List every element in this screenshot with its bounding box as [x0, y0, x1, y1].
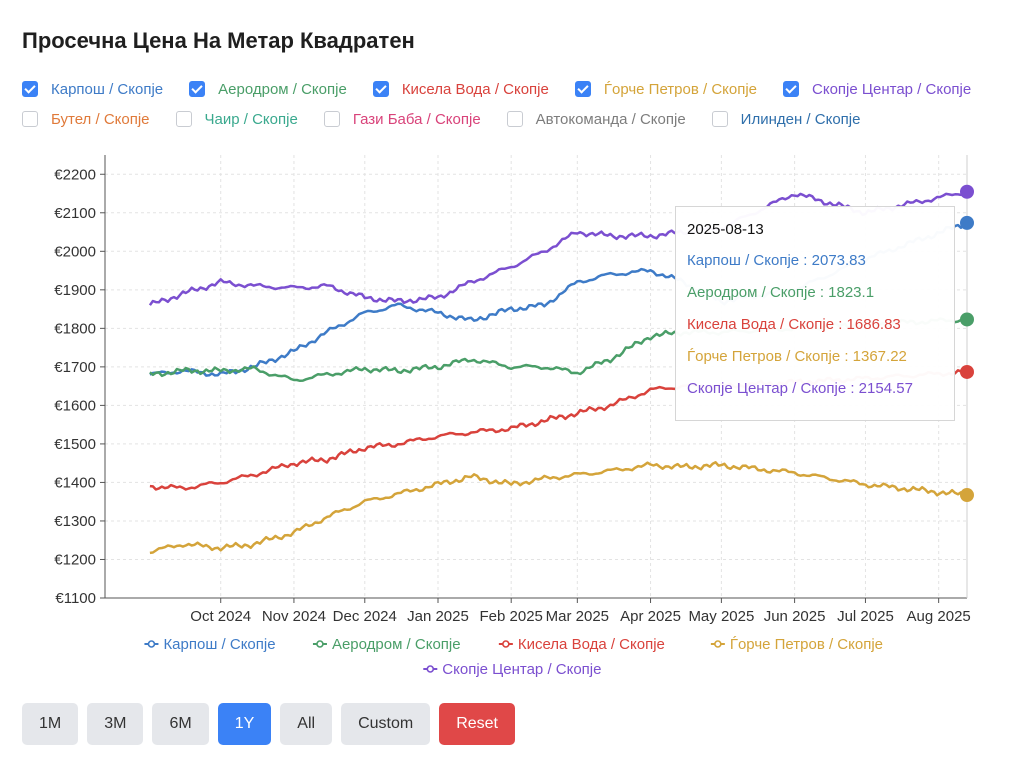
hover-point [960, 364, 974, 379]
y-tick-label: €2000 [54, 243, 96, 260]
legend-item[interactable]: Карпош / Скопје [144, 636, 276, 653]
y-tick-label: €1700 [54, 359, 96, 376]
filter-label: Ѓорче Петров / Скопје [603, 80, 758, 98]
x-tick-label: Dec 2024 [333, 608, 397, 625]
filter-item[interactable]: Чаир / Скопје [175, 110, 298, 128]
range-button-6m[interactable]: 6M [152, 703, 209, 745]
range-button-all[interactable]: All [280, 703, 333, 745]
x-tick-label: Jun 2025 [764, 608, 826, 625]
tooltip-date: 2025-08-13 [687, 221, 764, 238]
filter-item[interactable]: Кисела Вода / Скопје [372, 80, 549, 98]
filter-item[interactable]: Карпош / Скопје [22, 81, 163, 98]
filter-label: Илинден / Скопје [740, 110, 861, 128]
y-tick-label: €1400 [54, 474, 96, 491]
filter-label: Карпош / Скопје [51, 80, 164, 98]
page-title: Просечна Цена На Метар Квадратен [22, 28, 415, 53]
tooltip-value-line: Карпош / Скопје : 2073.83 [687, 252, 866, 269]
hover-point [960, 312, 974, 327]
price-line-chart: €1100 €1200 €1300 €1400 €1500 €1600 €1700 €1800… [54, 155, 974, 678]
tooltip-value-line: Аеродром / Скопје : 1823.1 [687, 284, 875, 301]
series-line [148, 190, 967, 306]
tooltip-value-line: Ѓорче Петров / Скопје : 1367.22 [687, 348, 907, 365]
x-tick-label: Feb 2025 [480, 608, 543, 625]
legend-item[interactable]: Кисела Вода / Скопје [498, 636, 665, 653]
tooltip-value-line: Скопје Центар / Скопје : 2154.57 [687, 380, 913, 397]
filter-checkbox[interactable] [189, 81, 206, 97]
legend-item[interactable]: Ѓорче Петров / Скопје [710, 636, 883, 653]
legend-item[interactable]: Аеродром / Скопје [312, 636, 461, 653]
legend-label: Кисела Вода / Скопје [518, 636, 665, 653]
chart-tooltip: 2025-08-13 Карпош / Скопје : 2073.83 Аеро… [675, 206, 955, 421]
y-tick-label: €1300 [54, 513, 96, 530]
range-buttons: 1M 3M 6M 1Y All Custom Reset [22, 703, 515, 745]
filter-checkbox[interactable] [323, 111, 340, 127]
range-button-1m[interactable]: 1M [22, 703, 79, 745]
legend-label: Скопје Центар / Скопје [442, 661, 601, 678]
filter-row: Бутел / Скопје Чаир / Скопје Гази Баба / С… [22, 104, 1012, 134]
filter-item[interactable]: Ѓорче Петров / Скопје [574, 80, 758, 98]
y-tick-label: €2100 [54, 205, 96, 222]
filter-checkbox[interactable] [372, 81, 389, 97]
filter-label: Чаир / Скопје [204, 110, 298, 128]
filter-checkbox[interactable] [711, 111, 728, 127]
chart-legend: Карпош / Скопје Аеродром / Скопје Кисела В… [144, 636, 883, 678]
legend-marker [147, 640, 156, 648]
filter-label: Гази Баба / Скопје [352, 110, 481, 128]
x-tick-label: Jan 2025 [407, 608, 469, 625]
filter-checkbox[interactable] [574, 81, 591, 97]
legend-marker [502, 640, 510, 648]
filter-checkbox[interactable] [175, 111, 192, 127]
filter-item[interactable]: Гази Баба / Скопје [323, 110, 481, 128]
filter-label: Аеродром / Скопје [218, 80, 347, 98]
tooltip-value-line: Кисела Вода / Скопје : 1686.83 [687, 316, 901, 333]
x-tick-label: Apr 2025 [620, 608, 681, 625]
range-button-custom[interactable]: Custom [341, 703, 431, 745]
filter-label: Автокоманда / Скопје [535, 110, 686, 128]
x-tick-label: Jul 2025 [837, 608, 894, 625]
legend-marker [426, 665, 435, 673]
filter-checkbox[interactable] [22, 81, 38, 97]
x-tick-label: Mar 2025 [546, 608, 609, 625]
legend-marker [316, 640, 324, 648]
district-filters: Карпош / Скопје Аеродром / Скопје Кисела В… [22, 74, 1012, 134]
y-tick-label: €1900 [54, 282, 96, 299]
legend-label: Аеродром / Скопје [332, 636, 461, 653]
filter-checkbox[interactable] [22, 111, 38, 127]
filter-checkbox[interactable] [783, 81, 800, 97]
legend-marker [714, 640, 722, 648]
filter-checkbox[interactable] [506, 111, 523, 127]
hover-point [960, 184, 974, 199]
series-line [149, 461, 967, 555]
filter-label: Скопје Центар / Скопје [812, 80, 972, 98]
y-tick-label: €1500 [54, 436, 96, 453]
hover-point [960, 488, 974, 503]
filter-item[interactable]: Бутел / Скопје [22, 111, 150, 128]
filter-item[interactable]: Аеродром / Скопје [189, 81, 347, 98]
range-button-1y[interactable]: 1Y [217, 703, 272, 745]
x-tick-label: May 2025 [688, 608, 754, 625]
x-tick-label: Aug 2025 [907, 608, 971, 625]
legend-label: Ѓорче Петров / Скопје [730, 636, 883, 653]
y-tick-label: €1600 [54, 397, 96, 414]
filter-row: Карпош / Скопје Аеродром / Скопје Кисела В… [22, 74, 1012, 104]
filter-label: Кисела Вода / Скопје [401, 80, 549, 98]
y-tick-label: €1100 [55, 590, 96, 607]
y-tick-label: €1200 [54, 551, 96, 568]
filter-item[interactable]: Илинден / Скопје [711, 110, 861, 128]
filter-label: Бутел / Скопје [51, 110, 150, 128]
filter-item[interactable]: Автокоманда / Скопје [506, 110, 686, 128]
range-button-reset[interactable]: Reset [439, 703, 515, 745]
legend-label: Карпош / Скопје [163, 636, 275, 653]
filter-item[interactable]: Скопје Центар / Скопје [783, 81, 971, 98]
range-button-3m[interactable]: 3M [87, 703, 144, 745]
x-tick-label: Nov 2024 [262, 608, 326, 625]
tooltip-values: Карпош / Скопје : 2073.83 Аеродром / Скоп… [687, 252, 943, 397]
x-tick-label: Oct 2024 [190, 608, 251, 625]
y-tick-label: €2200 [54, 166, 96, 183]
y-tick-label: €1800 [54, 320, 96, 337]
legend-item[interactable]: Скопје Центар / Скопје [423, 661, 601, 678]
hover-point [960, 215, 974, 230]
